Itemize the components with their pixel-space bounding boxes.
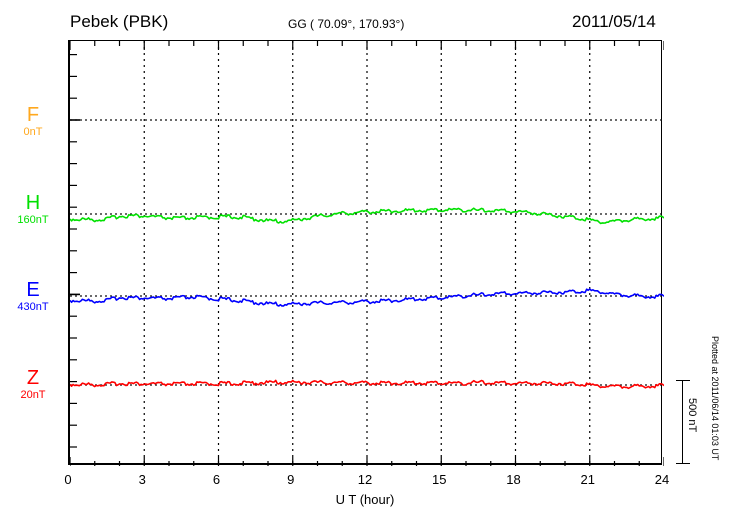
component-label-f: F 0nT xyxy=(2,105,64,139)
y-axis-ticks xyxy=(70,54,80,448)
x-tick-label-12: 12 xyxy=(357,472,373,487)
geographic-coordinates: GG ( 70.09°, 170.93°) xyxy=(288,17,405,31)
component-letter-f: F xyxy=(26,104,40,126)
component-value-h: 160nT xyxy=(17,214,49,226)
scale-bar-line xyxy=(682,380,683,464)
component-label-z: Z 20nT xyxy=(2,368,64,402)
vertical-gridlines xyxy=(143,41,591,466)
x-tick-label-3: 3 xyxy=(138,472,146,487)
scale-bar-bottom-cap xyxy=(676,463,690,464)
scale-bar-label: 500 nT xyxy=(686,398,698,433)
magnetogram-plot xyxy=(70,41,664,466)
x-tick-label-15: 15 xyxy=(432,472,447,487)
plotted-timestamp: Plotted at 2011/06/14 01:03 UT xyxy=(710,336,720,461)
component-label-e: E 430nT xyxy=(2,280,64,314)
component-label-h: H 160nT xyxy=(2,193,64,227)
x-tick-label-21: 21 xyxy=(580,472,595,487)
component-value-f: 0nT xyxy=(23,126,43,138)
plot-area xyxy=(68,40,664,466)
component-letter-h: H xyxy=(25,192,41,214)
scale-bar xyxy=(676,380,690,464)
data-traces xyxy=(70,207,664,390)
scale-bar-top-cap xyxy=(676,380,690,381)
component-letter-e: E xyxy=(26,279,40,301)
x-tick-label-24: 24 xyxy=(654,472,670,487)
x-axis-ticks xyxy=(70,41,664,466)
x-tick-label-18: 18 xyxy=(506,472,521,487)
station-title: Pebek (PBK) xyxy=(70,12,169,31)
x-tick-label-9: 9 xyxy=(287,472,295,487)
observation-date: 2011/05/14 xyxy=(572,12,656,31)
component-value-e: 430nT xyxy=(17,301,49,313)
x-tick-label-6: 6 xyxy=(212,472,221,487)
x-tick-label-0: 0 xyxy=(64,472,72,487)
x-axis-title: U T (hour) xyxy=(335,492,395,507)
component-letter-z: Z xyxy=(26,367,40,389)
component-baselines xyxy=(70,119,664,386)
component-value-z: 20nT xyxy=(20,389,46,401)
